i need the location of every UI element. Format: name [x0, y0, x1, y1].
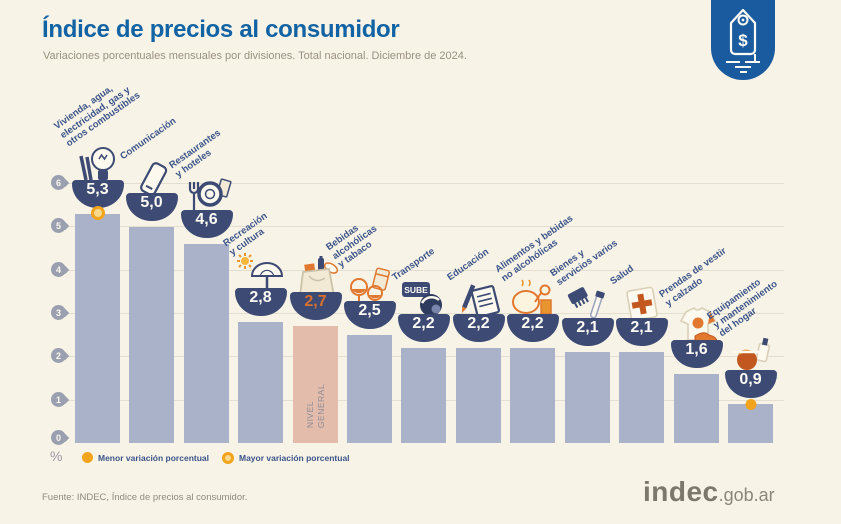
recreation-culture-icon [235, 252, 287, 294]
y-axis-tick: 2 [51, 348, 66, 363]
bar [401, 347, 446, 443]
bar-chart: 6 5 4 3 2 1 0 % 5,3 Vivienda, agua, elec… [0, 0, 841, 443]
value-bowl: 2,2 [397, 313, 450, 342]
bar-group-equipamiento: 0,9 Equipamiento y mantenimiento del hog… [705, 0, 779, 443]
bar-value: 2,1 [630, 319, 653, 337]
bar-group-comunicacion: 5,0 Comunicación [118, 0, 178, 443]
source-note: Fuente: INDEC, Índice de precios al cons… [42, 492, 248, 503]
restaurants-hotels-icon [181, 174, 233, 216]
bar: NIVEL GENERAL [293, 326, 338, 443]
home-equipment-icon [725, 334, 777, 376]
bar-group-transporte: SUBE 2,2 Transporte [390, 0, 450, 443]
max-variation-marker-icon [90, 205, 105, 220]
bar [565, 352, 610, 443]
bar-group-bebidas-alcoholicas: 2,5 Bebidas alcohólicas y tabaco [324, 0, 396, 443]
bar-group-prendas: 1,6 Prendas de vestir y calzado [657, 0, 728, 443]
page-title: Índice de precios al consumidor [42, 16, 400, 43]
bar-value: 4,6 [195, 210, 218, 228]
bar-value: 1,6 [685, 340, 708, 358]
y-axis-tick: 4 [51, 262, 66, 277]
value-bowl: 2,8 [234, 287, 287, 316]
communication-icon [126, 157, 178, 199]
bar-group-nivel-general: NIVEL GENERAL 2,7 [289, 0, 342, 443]
legend-item-menor: Menor variación porcentual [82, 452, 209, 463]
nivel-general-label: NIVEL GENERAL [304, 383, 326, 429]
y-axis-tick: 6 [51, 175, 66, 190]
misc-goods-services-icon [562, 282, 614, 324]
bar-group-vivienda: 5,3 Vivienda, agua, electricidad, gas y … [52, 0, 142, 443]
indec-logo-suffix: .gob.ar [718, 485, 775, 505]
bar [184, 243, 229, 443]
value-bowl: 2,1 [561, 318, 614, 347]
gridline [68, 270, 784, 271]
food-beverages-icon [507, 278, 559, 320]
bar [347, 334, 392, 443]
value-bowl: 5,3 [71, 179, 124, 208]
svg-text:$: $ [738, 31, 748, 50]
bar-group-recreacion: 2,8 Recreación y cultura [221, 0, 287, 443]
clothing-footwear-icon [671, 304, 723, 346]
bar-value: 2,2 [467, 314, 490, 332]
indec-logo-main: indec [643, 476, 719, 507]
min-variation-marker-icon [745, 399, 756, 411]
gridline [68, 183, 784, 184]
nivel-general-label-wrap: NIVEL GENERAL [293, 375, 338, 437]
value-bowl: 1,6 [670, 339, 723, 368]
bar-value: 2,5 [358, 301, 381, 319]
bar-value: 2,7 [304, 293, 327, 311]
bar-value: 2,8 [249, 288, 272, 306]
page-subtitle: Variaciones porcentuales mensuales por d… [43, 50, 467, 62]
bar [75, 213, 120, 443]
min-variation-legend-icon [82, 452, 93, 463]
value-bowl: 0,9 [724, 370, 777, 399]
value-bowl: 4,6 [180, 209, 233, 238]
transport-sube-icon: SUBE [398, 278, 450, 320]
bar-value: 2,2 [412, 314, 435, 332]
bar-group-alimentos: 2,2 Alimentos y bebidas no alcohólicas [493, 0, 575, 443]
max-variation-legend-icon [222, 452, 234, 464]
price-tag-icon: $ [711, 0, 775, 80]
value-bowl: 2,5 [343, 300, 396, 329]
bar-group-restaurantes: 4,6 Restaurantes y hoteles [167, 0, 233, 443]
bar-value: 0,9 [739, 371, 762, 389]
y-axis-tick: 3 [51, 305, 66, 320]
alcohol-tobacco-icon [344, 265, 396, 307]
legend-label: Mayor variación porcentual [239, 453, 350, 463]
bar-value: 5,0 [140, 193, 163, 211]
y-axis-tick: 0 [51, 430, 66, 445]
bar [619, 352, 664, 443]
value-bowl: 2,2 [506, 313, 559, 342]
bar [728, 404, 773, 443]
bar [238, 321, 283, 443]
bar-group-bienes-servicios: 2,1 Bienes y servicios varios [548, 0, 619, 443]
value-bowl: 5,0 [125, 192, 178, 221]
legend-item-mayor: Mayor variación porcentual [222, 452, 350, 464]
bar [674, 373, 719, 443]
value-bowl: 2,1 [615, 318, 668, 347]
health-icon [616, 282, 668, 324]
sube-card-text: SUBE [404, 285, 428, 295]
value-bowl: 2,2 [452, 313, 505, 342]
bar-value: 5,3 [86, 180, 109, 198]
legend-label: Menor variación porcentual [98, 452, 209, 463]
y-axis-tick: 1 [51, 392, 66, 407]
y-axis-tick: 5 [51, 218, 66, 233]
category-label: Restaurantes y hoteles [167, 127, 223, 180]
bar-group-educacion: 2,2 Educación [445, 0, 505, 443]
bar-group-salud: 2,1 Salud [608, 0, 668, 443]
bar [129, 226, 174, 443]
bar [456, 347, 501, 443]
bar [510, 347, 555, 443]
indec-logo: indec.gob.ar [643, 476, 775, 508]
housing-utilities-icon [72, 144, 124, 186]
y-axis-unit: % [50, 448, 63, 464]
value-bowl: 2,7 [289, 292, 342, 321]
bar-value: 2,1 [576, 319, 599, 337]
gridline [68, 226, 784, 227]
bar-value: 2,2 [521, 314, 544, 332]
